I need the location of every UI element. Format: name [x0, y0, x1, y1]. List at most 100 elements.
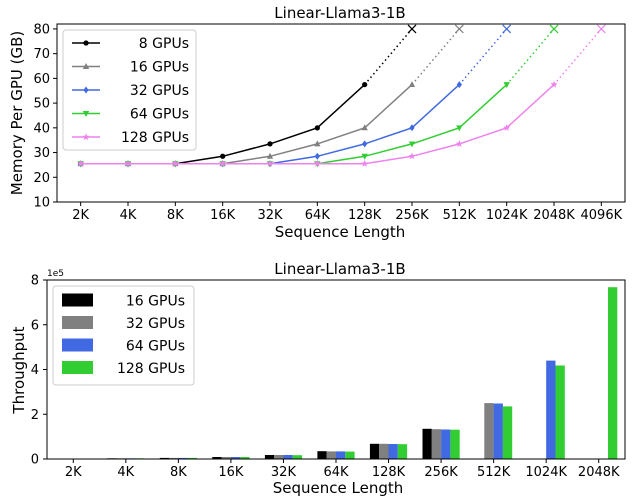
- memory-legend-marker: [83, 86, 89, 94]
- throughput-chart-title: Linear-Llama3-1B: [274, 260, 405, 278]
- throughput-x-tick-label: 512K: [477, 465, 511, 480]
- memory-x-tick-label: 64K: [305, 208, 331, 223]
- throughput-y-tick-label: 6: [31, 318, 39, 333]
- memory-legend-label: 16 GPUs: [130, 60, 189, 76]
- memory-oom-marker: [454, 24, 464, 34]
- memory-y-tick-label: 30: [33, 146, 50, 161]
- memory-oom-dotted-line: [506, 28, 555, 86]
- memory-data-point: [408, 81, 416, 87]
- memory-oom-dotted-line: [364, 28, 413, 86]
- memory-y-tick-label: 50: [33, 97, 50, 112]
- memory-data-point: [219, 159, 227, 167]
- memory-data-point: [361, 124, 368, 131]
- throughput-bar: [441, 429, 451, 459]
- throughput-chart-ylabel: Throughput: [10, 326, 28, 414]
- throughput-chart-xlabel: Sequence Length: [273, 479, 404, 497]
- memory-data-point: [409, 124, 415, 132]
- throughput-bar: [450, 429, 460, 459]
- memory-x-tick-label: 2048K: [533, 208, 575, 223]
- throughput-series-3: [82, 287, 618, 460]
- memory-data-point: [361, 153, 368, 160]
- memory-data-point: [503, 82, 510, 89]
- memory-chart-xlabel: Sequence Length: [275, 223, 406, 241]
- memory-data-point: [503, 124, 511, 131]
- throughput-x-tick-label: 8K: [170, 465, 187, 480]
- throughput-chart-axes: 0 2 4 6 8 2K 4K 8K 16K 32K 64K 128K 256K 512K 1024K 204…: [31, 274, 620, 481]
- memory-data-point: [266, 159, 274, 167]
- memory-legend-box: [62, 29, 197, 151]
- memory-oom-stroke: [454, 24, 464, 34]
- memory-chart-axes: 10 20 30 40 50 60 70 80 2K 4K 8K 16K 32K 64K 128K 256K 5…: [33, 22, 622, 223]
- throughput-legend-label: 64 GPUs: [126, 339, 185, 355]
- memory-y-tick-label: 70: [33, 47, 50, 62]
- throughput-chart-marks: [54, 287, 618, 460]
- memory-x-tick-label: 128K: [348, 208, 382, 223]
- throughput-bar-chart: Linear-Llama3-1B 0 2 4 6 8 2K 4K 8K 16K 32K 64K 128…: [10, 260, 626, 497]
- memory-oom-marker: [596, 24, 606, 34]
- memory-x-tick-label: 2K: [72, 208, 89, 223]
- memory-legend-marker: [83, 40, 89, 46]
- throughput-bar: [159, 457, 170, 459]
- memory-oom-dotted-line: [458, 28, 508, 86]
- memory-oom-stroke: [502, 24, 512, 34]
- memory-oom-dotted-line: [411, 28, 460, 86]
- memory-series-4: [77, 24, 606, 167]
- memory-data-point: [267, 141, 273, 147]
- throughput-y-tick-label: 4: [31, 363, 39, 378]
- memory-data-point: [362, 140, 368, 148]
- throughput-x-tick-label: 64K: [323, 465, 349, 480]
- memory-data-point: [408, 152, 416, 160]
- throughput-y-tick-label: 8: [31, 274, 39, 289]
- throughput-bar: [230, 457, 241, 459]
- throughput-bar: [502, 406, 513, 459]
- memory-oom-stroke: [596, 24, 606, 34]
- throughput-bar: [397, 444, 408, 459]
- memory-y-tick-label: 10: [33, 196, 50, 211]
- throughput-y-tick-label: 2: [31, 408, 39, 423]
- memory-data-point: [313, 159, 321, 167]
- throughput-bar: [283, 455, 293, 459]
- throughput-legend-swatch: [62, 293, 93, 307]
- throughput-bar: [274, 455, 284, 459]
- throughput-bar: [221, 457, 231, 459]
- throughput-bar: [264, 455, 275, 459]
- throughput-legend-label: 16 GPUs: [126, 294, 185, 310]
- throughput-legend-swatch: [62, 338, 93, 352]
- memory-oom-stroke: [549, 24, 559, 34]
- throughput-bar: [555, 365, 565, 459]
- memory-x-tick-label: 32K: [257, 208, 283, 223]
- throughput-chart-legend: 16 GPUs 32 GPUs 64 GPUs 128 GPUs: [52, 285, 195, 386]
- throughput-bar: [326, 451, 336, 459]
- memory-oom-marker: [549, 24, 559, 34]
- throughput-y-tick-label: 0: [31, 453, 39, 468]
- throughput-scale-label: 1e5: [47, 269, 64, 279]
- memory-x-tick-label: 4096K: [581, 208, 623, 223]
- memory-oom-marker: [407, 24, 417, 34]
- memory-data-point: [314, 125, 320, 131]
- throughput-bar: [317, 451, 327, 459]
- throughput-legend-swatch: [62, 361, 93, 374]
- memory-legend-label: 128 GPUs: [121, 130, 189, 146]
- throughput-bar: [484, 403, 494, 459]
- memory-x-tick-label: 1024K: [486, 208, 528, 223]
- throughput-x-tick-label: 128K: [372, 465, 406, 480]
- throughput-bar: [169, 457, 179, 459]
- memory-legend-marker: [82, 111, 90, 117]
- memory-chart-marks: [77, 24, 606, 168]
- throughput-bar: [292, 455, 303, 459]
- memory-data-point: [266, 152, 274, 159]
- memory-chart-ylabel: Memory Per GPU (GB): [8, 31, 26, 195]
- throughput-bar: [212, 457, 222, 459]
- memory-legend-marker: [82, 133, 90, 141]
- throughput-legend-label: 32 GPUs: [126, 316, 185, 332]
- throughput-legend-swatch: [62, 316, 93, 329]
- throughput-x-tick-label: 16K: [218, 465, 244, 480]
- memory-data-point: [124, 159, 132, 167]
- memory-data-point: [456, 81, 462, 89]
- memory-chart-frame: [56, 23, 626, 203]
- throughput-x-tick-label: 256K: [424, 465, 458, 480]
- memory-y-tick-label: 20: [33, 171, 50, 186]
- throughput-bar: [493, 403, 503, 459]
- throughput-bar: [240, 457, 250, 459]
